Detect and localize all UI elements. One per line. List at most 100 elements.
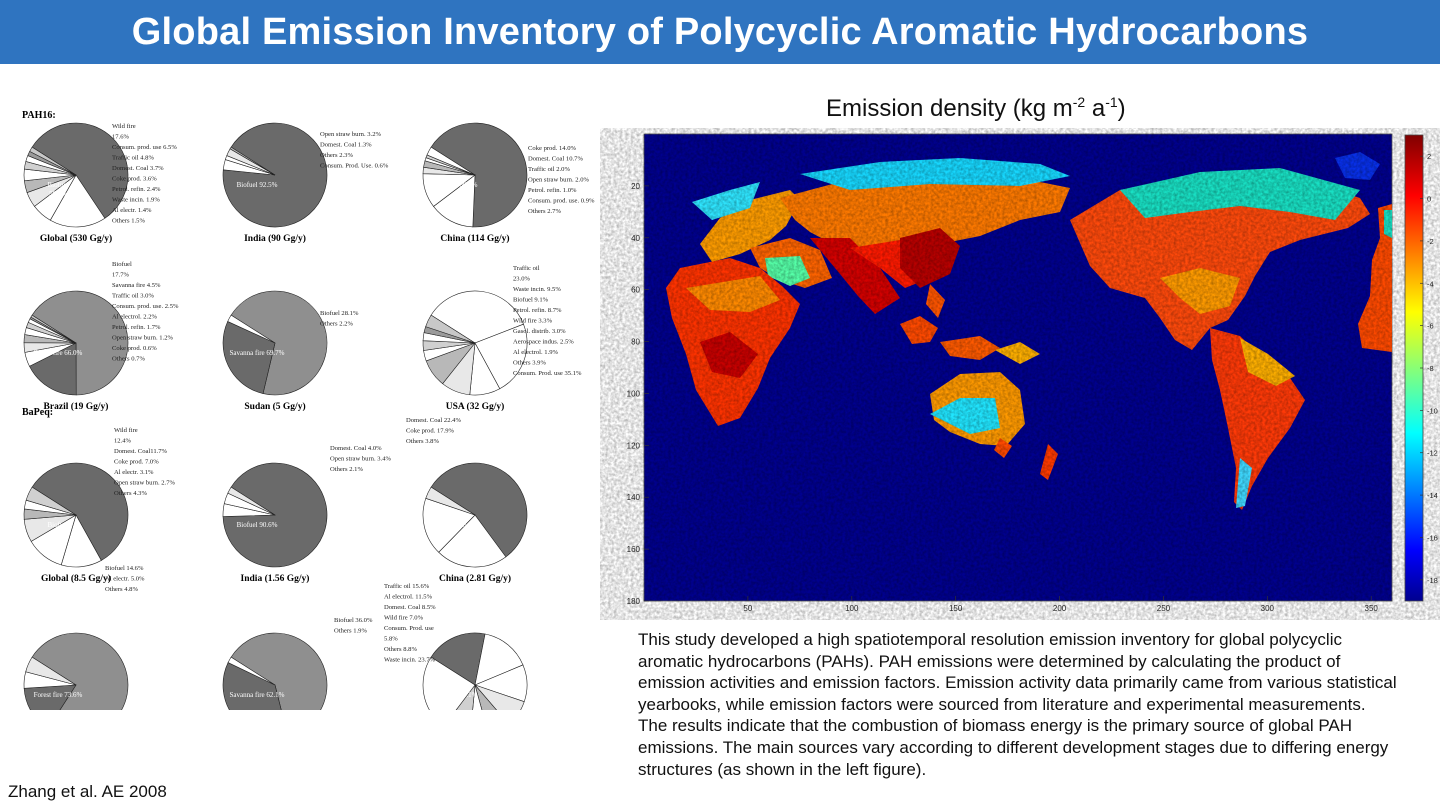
map-y-tick: 80 [631,338,640,347]
colorbar-tick: -12 [1427,449,1438,458]
pie-caption: Sudan (5 Gg/y) [244,401,305,412]
pie-main-label: 56.7% [49,190,67,198]
pie-slice-label: Others 3.9% [513,360,546,367]
colorbar-tick: 2 [1427,152,1431,161]
map-x-tick: 250 [1157,604,1171,613]
pie-caption: Brazil (19 Gg/y) [44,401,109,412]
pie-caption: China (2.81 Gg/y) [439,573,511,584]
pie-slice-label: Traffic oil 3.0% [112,293,154,300]
pie-slice-label: Petrol. refin. 2.4% [112,186,161,193]
pie-slice [25,656,77,686]
map-y-tick: 40 [631,234,640,243]
pie-slice-label: Wild fire [112,123,136,130]
pie-slice-label: Petrol. refin. 8.7% [513,307,562,314]
pie-slice-label: Open straw burn. 3.2% [320,131,381,138]
pie-slice [31,122,129,219]
pie-slice-label: Petrol. refin. 1.7% [112,324,161,331]
pie-slice-label: Aerospace indus. 2.5% [513,339,574,346]
pie-slice [31,290,129,396]
pie-main-label: Biofuel 90.6% [237,521,278,529]
map-y-tick: 120 [627,441,641,450]
colorbar-tick: -4 [1427,279,1434,288]
colorbar-tick: -18 [1427,576,1438,585]
colorbar-tick: -14 [1427,491,1438,500]
pie-8: China (2.81 Gg/y) Biofuel 55.9% Domest. Co… [406,417,528,584]
pie-slice-label: Gasol. distrib. 3.0% [513,328,566,335]
pie-slice [422,497,476,553]
map-y-tick: 100 [627,389,641,398]
pie-slice-label: Traffic oil 4.8% [112,155,154,162]
pie-slice-label: Domest. Coal 8.5% [384,604,436,611]
pie-slice [430,632,486,686]
pie-3: Brazil (19 Gg/y) Forest fire 66.0% Biofuel… [23,261,179,412]
map-x-tick: 150 [949,604,963,613]
pie-slice [430,122,528,228]
pie-slice-label: Others 2.3% [320,152,353,159]
pie-slice [425,486,476,516]
pie-slice-label: Coke prod. 3.6% [112,176,157,183]
pie-slice-label: Savanna fire 4.5% [112,282,161,289]
pie-caption: India (1.56 Gg/y) [241,573,310,584]
pie-slice-label: Open straw burn. 3.4% [330,456,391,463]
pie-main-label: Biofuel 66.6% [437,181,478,189]
map-axes: 50 100 150 200 250 300 350 20 40 60 80 100 120 140 160… [627,182,1379,613]
pie-main-label: Forest fire 73.6% [34,691,83,699]
pie-slice [29,146,77,176]
pie-slice-label: Al electrol. 1.9% [513,349,559,356]
pie-slice-label: Open straw burn. 1.2% [112,335,173,342]
map-x-tick: 300 [1261,604,1275,613]
section-label-bapeq: BaPeq: [22,407,53,418]
pie-main-label: Savanna fire 62.1% [229,691,284,699]
pie-slice-label: Others 0.7% [112,356,145,363]
pie-slice-label: Biofuel 28.1% [320,310,359,317]
pie-main-label: Biofuel [48,181,69,189]
pie-slice-label: Domest. Coal 10.7% [528,156,583,163]
pie-slice-label: Al electr. 1.4% [112,207,152,214]
pie-main-label: Savanna fire 69.7% [229,349,284,357]
colorbar-tick: -2 [1427,237,1434,246]
pie-slice-label: Others 4.8% [105,586,138,593]
pie-slice-label: Consum. Prod. use 35.1% [513,370,582,377]
pie-slice-label: Coke prod. 0.6% [112,345,157,352]
pie-charts-svg: PAH16: BaPeq: Global (530 Gg/y)Biofuel56… [22,110,595,754]
pie-slice-label: Coke prod. 14.0% [528,145,576,152]
pie-slice-label: Consum. Prod. use [384,625,434,632]
pie-slice-label: Wild fire 3.3% [513,318,553,325]
pie-slice [426,146,476,176]
pie-slice [227,314,276,344]
pie-main-label: Forest fire 66.0% [34,349,83,357]
pie-slice-label: Domest. Coal 4.0% [330,445,382,452]
pie-slice [425,314,476,344]
map-y-tick: 180 [627,597,641,606]
pie-slice [229,146,276,176]
colorbar-tick: -8 [1427,364,1434,373]
colorbar-tick: 0 [1427,195,1431,204]
pie-slice-label: Biofuel [112,261,132,268]
pie-slice-label: Consum. prod. use. 2.5% [112,303,179,310]
pie-slice-label: Al electrol. 2.2% [112,314,158,321]
colorbar-tick: -6 [1427,322,1434,331]
pie-slice-label: Traffic oil 15.6% [384,583,430,590]
pie-slice-label: Domest. Coal 22.4% [406,417,461,424]
pie-11: USA (0.20 Gg/y)Biofuel 19.1%Traffic oil … [384,583,528,754]
pie-slice-label: Domest. Coal11.7% [114,448,168,455]
pie-slice-label: Waste incin. 23.7% [384,657,436,664]
pie-slice-label: Wild fire 7.0% [384,615,424,622]
colorbar-tick: -16 [1427,533,1438,542]
pie-slice-label: Others 2.1% [330,466,363,473]
pie-2: China (114 Gg/y) Biofuel 66.6% Coke prod. … [422,122,595,244]
pie-slice-label: Coke prod. 7.0% [114,459,159,466]
map-y-tick: 60 [631,286,640,295]
description-text: This study developed a high spatiotempor… [638,630,1397,779]
pie-slice [474,633,524,686]
pie-slice-label: Waste incin. 1.9% [112,197,160,204]
pie-slice-label: Petrol. refin. 1.0% [528,187,577,194]
pie-slice-label: Consum. prod. use 6.5% [112,144,177,151]
map-title: Emission density (kg m-2 a-1) [826,94,1126,122]
pie-slice-label: Others 1.5% [112,218,145,225]
pie-main-label: Biofuel 92.5% [237,181,278,189]
pie-slice [222,321,276,394]
pie-slice-label: Others 2.7% [528,208,561,215]
map-y-tick: 20 [631,182,640,191]
